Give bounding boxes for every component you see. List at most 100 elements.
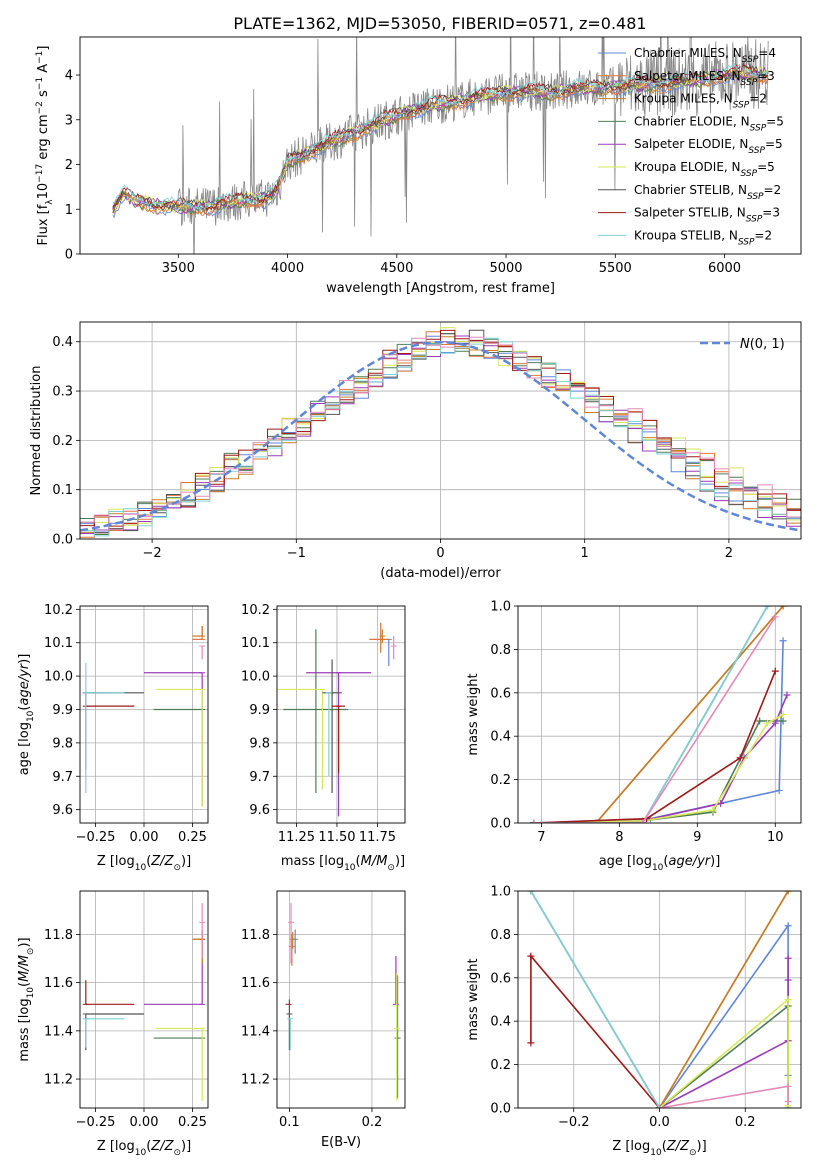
label-part: ( — [662, 1139, 667, 1154]
label-part: −1 — [35, 51, 45, 64]
label-part: =2 — [754, 228, 772, 242]
plus-marker — [527, 952, 535, 960]
plus-marker — [784, 891, 792, 895]
x-axis-label: E(B-V) — [321, 1135, 361, 1150]
label-part: Salpeter STELIB, N — [634, 206, 746, 220]
massweight-vs-age-frame — [517, 605, 802, 824]
y-axis-label: mass weight — [466, 958, 481, 1040]
mass-weight-line — [533, 606, 769, 823]
label-part: M/M — [17, 955, 32, 982]
x-tick-label: 6000 — [708, 261, 741, 276]
mass-vs-EBV-axes — [273, 890, 406, 1112]
label-part: ⊙ — [26, 948, 36, 956]
plus-marker — [736, 754, 744, 762]
label-part: 10 — [650, 1148, 662, 1158]
label-part: ( — [17, 982, 32, 987]
x-tick-label: 4500 — [380, 261, 413, 276]
y-tick-label: 9.7 — [249, 770, 270, 785]
y-tick-label: 11.2 — [241, 1073, 270, 1088]
mass-weight-line — [533, 694, 788, 823]
y-tick-label: 2 — [65, 158, 73, 173]
x-tick-label: 0.25 — [178, 830, 207, 845]
x-axis-label: mass [log10(M/M⊙)] — [281, 854, 405, 873]
age-vs-mass-plot — [277, 622, 397, 817]
label-part: )] — [181, 854, 191, 869]
label-part: Z [log — [97, 1139, 135, 1154]
mass-weight-line — [530, 953, 661, 1108]
y-tick-label: 11.4 — [44, 1024, 73, 1039]
y-tick-label: 10.0 — [44, 670, 73, 685]
y-tick-label: 11.4 — [241, 1024, 270, 1039]
y-tick-label: 1.0 — [490, 885, 511, 900]
label-part: SSP — [733, 101, 750, 111]
massweight-vs-Z-plot — [527, 891, 792, 1108]
label-part: SSP — [741, 78, 758, 88]
mass-weight-line — [533, 606, 784, 823]
y-tick-label: 0.2 — [490, 773, 511, 788]
y-tick-label: 11.6 — [44, 976, 73, 991]
label-part: N — [740, 337, 750, 352]
residuals-frame — [79, 321, 802, 540]
label-part: )] — [710, 854, 720, 869]
y-tick-label: 9.6 — [249, 803, 270, 818]
label-part: ] — [36, 46, 51, 51]
x-tick-label: 0.00 — [130, 830, 159, 845]
legend-label: Salpeter ELODIE, NSSP=5 — [634, 137, 783, 156]
y-tick-label: 0.2 — [52, 434, 73, 449]
label-part: =3 — [757, 69, 775, 83]
plus-marker — [779, 711, 787, 718]
plus-marker — [771, 613, 779, 621]
label-part: =5 — [765, 137, 783, 151]
y-tick-label: 10.2 — [44, 603, 73, 618]
y-axis-label: mass [log10(M/M⊙)] — [17, 937, 36, 1061]
x-tick-label: 10 — [767, 830, 784, 845]
y-tick-label: 9.9 — [249, 703, 270, 718]
label-part: 10 — [344, 863, 356, 873]
y-axis-label: Normed distribution — [29, 366, 44, 496]
label-part: mass [log — [281, 854, 344, 869]
label-part: −2 — [35, 101, 45, 114]
label-part: Salpeter MILES, N — [634, 69, 741, 83]
y-tick-label: 9.6 — [52, 803, 73, 818]
label-part: age [log — [599, 854, 652, 869]
plus-marker — [779, 606, 787, 610]
label-part: SSP — [746, 215, 763, 225]
label-part: =3 — [762, 206, 780, 220]
label-part: ( — [146, 1139, 151, 1154]
y-tick-label: 9.8 — [52, 736, 73, 751]
label-part: age [log — [17, 722, 32, 775]
x-tick-label: 11.50 — [318, 830, 355, 845]
label-part: Z/Z — [150, 854, 174, 869]
y-axis-label: age [log10(age/yr)] — [17, 654, 36, 776]
x-axis-label: age [log10(age/yr)] — [599, 854, 721, 873]
x-tick-label: 4000 — [271, 261, 304, 276]
massweight-vs-age-axes — [514, 605, 802, 827]
label-part: Chabrier MILES, N — [634, 46, 742, 60]
mass-vs-EBV-frame — [276, 890, 406, 1109]
plus-marker — [779, 637, 787, 645]
legend-label: Salpeter MILES, NSSP=3 — [634, 69, 775, 88]
residuals-plot — [80, 327, 801, 538]
y-tick-label: 0.0 — [490, 1102, 511, 1117]
age-vs-mass-frame — [276, 605, 406, 824]
label-part: )] — [17, 654, 32, 664]
y-tick-label: 1 — [65, 203, 73, 218]
x-axis-label: Z [log10(Z/Z⊙)] — [97, 854, 191, 873]
label-part: ( — [663, 854, 668, 869]
label-part: Kroupa STELIB, N — [634, 228, 738, 242]
label-part: Chabrier STELIB, N — [634, 183, 747, 197]
label-part: ⊙ — [387, 863, 395, 873]
label-part: Z [log — [612, 1139, 650, 1154]
spectrum-frame — [79, 36, 802, 255]
plus-marker — [783, 691, 791, 699]
y-tick-label: 10.1 — [44, 636, 73, 651]
mass-weight-line — [533, 606, 784, 823]
label-part: SSP — [738, 237, 755, 247]
x-tick-label: 0 — [436, 546, 444, 561]
y-tick-label: 9.9 — [52, 703, 73, 718]
age-vs-Z-plot — [82, 626, 206, 807]
label-part: Z/Z — [150, 1139, 174, 1154]
mass-weight-line — [530, 891, 661, 1108]
y-tick-label: 9.7 — [52, 770, 73, 785]
